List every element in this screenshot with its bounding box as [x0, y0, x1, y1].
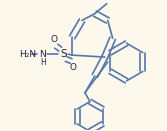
Text: O: O: [51, 35, 58, 44]
Text: H₂N: H₂N: [19, 50, 36, 59]
Text: H: H: [41, 58, 46, 67]
Text: S: S: [60, 49, 66, 59]
Text: N: N: [39, 50, 46, 59]
Text: O: O: [70, 64, 77, 72]
